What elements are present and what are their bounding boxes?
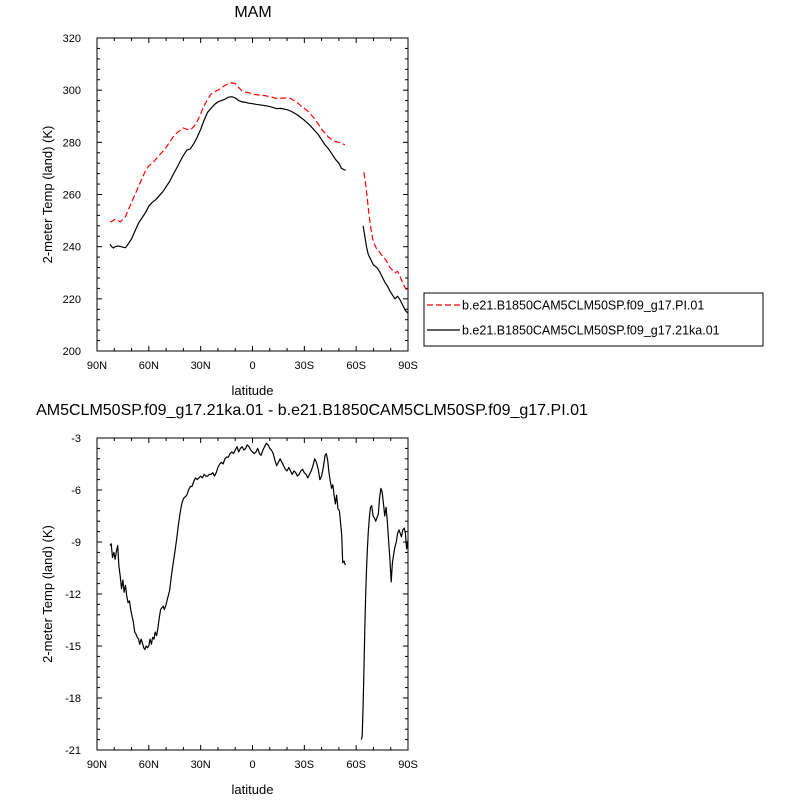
difference-line-chart: 90N 60N 30N 0 30S 60S 90S -21 -18 -15 -12 -9 -6 -3 lat…: [40, 433, 418, 797]
top-x-tick-label: 60S: [346, 360, 366, 372]
bottom-y-tick-label: -12: [65, 589, 81, 601]
top-plot-frame: [96, 37, 409, 352]
top-y-tick-label: 220: [63, 294, 81, 306]
series-21ka-line-segment-1: [109, 96, 346, 249]
bottom-x-tick-label: 60S: [346, 759, 366, 771]
series-difference-line-segment-1: [109, 442, 346, 651]
bottom-x-tick-label: 30N: [191, 759, 211, 771]
bottom-x-tick-label: 90N: [87, 759, 107, 771]
top-x-axis-label: latitude: [232, 383, 274, 398]
legend-box: [423, 292, 764, 347]
top-x-tick-label: 30S: [295, 360, 315, 372]
top-chart-title: MAM: [234, 4, 271, 21]
top-y-tick-label: 260: [63, 190, 81, 202]
legend-label-pi: b.e21.B1850CAM5CLM50SP.f09_g17.PI.01: [462, 299, 704, 313]
top-x-tick-label: 60N: [139, 360, 159, 372]
top-y-tick-label: 240: [63, 242, 81, 254]
bottom-y-axis-label: 2-meter Temp (land) (K): [40, 525, 55, 663]
bottom-x-tick-label: 90S: [398, 759, 418, 771]
series-pi-line-segment-1: [109, 82, 346, 223]
series-pi-line-segment-2: [363, 172, 409, 292]
top-x-tick-label: 0: [249, 360, 255, 372]
bottom-x-tick-label: 30S: [295, 759, 315, 771]
series-21ka-line-segment-2: [362, 225, 409, 314]
top-x-tick-label: 30N: [191, 360, 211, 372]
bottom-y-tick-label: -9: [71, 537, 81, 549]
legend: b.e21.B1850CAM5CLM50SP.f09_g17.PI.01 b.e…: [423, 292, 764, 347]
top-y-tick-label: 280: [63, 137, 81, 149]
top-line-chart: 90N 60N 30N 0 30S 60S 90S 200 220 240 260 280 300 320…: [40, 33, 418, 398]
bottom-x-axis-label: latitude: [232, 782, 274, 797]
bottom-y-tick-label: -15: [65, 641, 81, 653]
top-x-tick-label: 90N: [87, 360, 107, 372]
bottom-plot-frame: [96, 437, 409, 751]
top-y-tick-label: 200: [63, 346, 81, 358]
bottom-x-tick-label: 0: [249, 759, 255, 771]
bottom-y-tick-label: -21: [65, 745, 81, 757]
top-y-axis-label: 2-meter Temp (land) (K): [40, 126, 55, 264]
bottom-x-tick-label: 60N: [139, 759, 159, 771]
bottom-chart-title: AM5CLM50SP.f09_g17.21ka.01 - b.e21.B1850…: [36, 402, 588, 419]
bottom-y-tick-label: -6: [71, 485, 81, 497]
bottom-y-tick-label: -3: [71, 433, 81, 445]
series-difference-line-segment-2: [360, 487, 409, 740]
bottom-y-tick-label: -18: [65, 693, 81, 705]
legend-label-21ka: b.e21.B1850CAM5CLM50SP.f09_g17.21ka.01: [462, 324, 720, 338]
top-y-tick-label: 300: [63, 85, 81, 97]
top-x-tick-label: 90S: [398, 360, 418, 372]
top-y-tick-label: 320: [63, 33, 81, 45]
